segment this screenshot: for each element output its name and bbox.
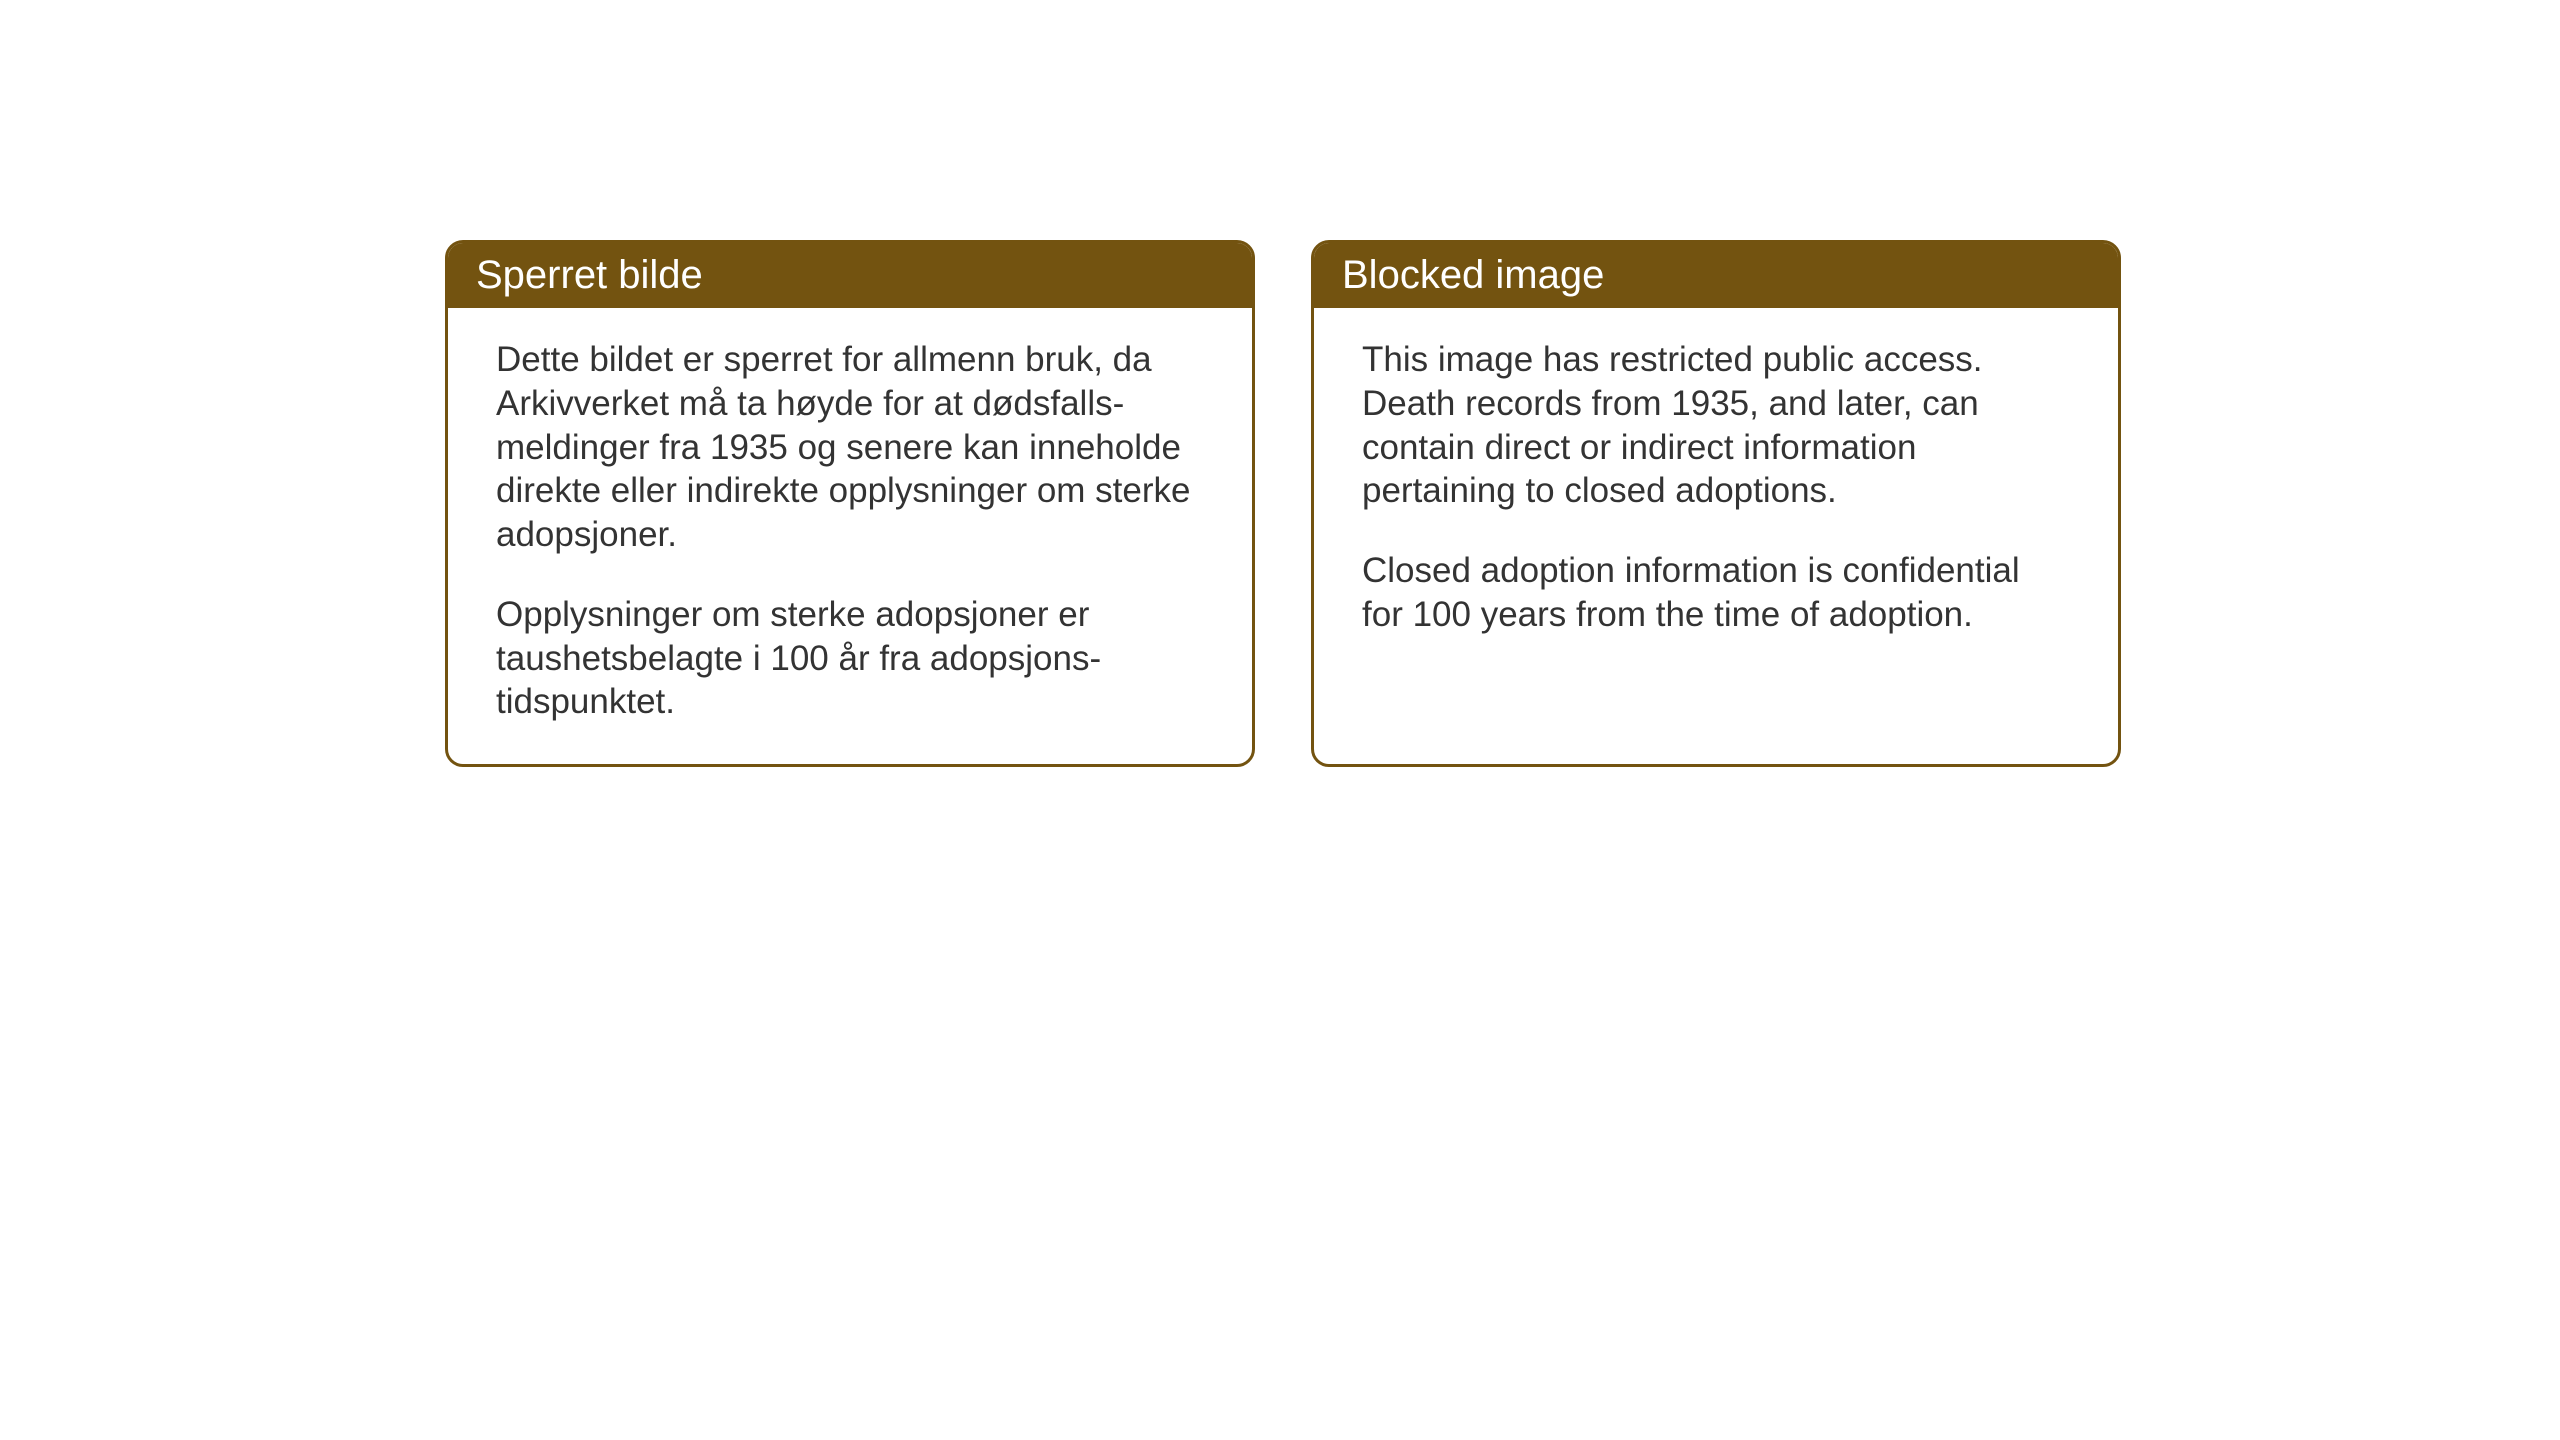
norwegian-paragraph-1: Dette bildet er sperret for allmenn bruk… (496, 338, 1204, 557)
cards-container: Sperret bilde Dette bildet er sperret fo… (445, 240, 2121, 767)
english-paragraph-2: Closed adoption information is confident… (1362, 549, 2070, 637)
norwegian-card-title: Sperret bilde (448, 243, 1252, 308)
norwegian-card-body: Dette bildet er sperret for allmenn bruk… (448, 308, 1252, 764)
english-card-title: Blocked image (1314, 243, 2118, 308)
english-card: Blocked image This image has restricted … (1311, 240, 2121, 767)
english-paragraph-1: This image has restricted public access.… (1362, 338, 2070, 513)
norwegian-card: Sperret bilde Dette bildet er sperret fo… (445, 240, 1255, 767)
norwegian-paragraph-2: Opplysninger om sterke adopsjoner er tau… (496, 593, 1204, 724)
english-card-body: This image has restricted public access.… (1314, 308, 2118, 677)
